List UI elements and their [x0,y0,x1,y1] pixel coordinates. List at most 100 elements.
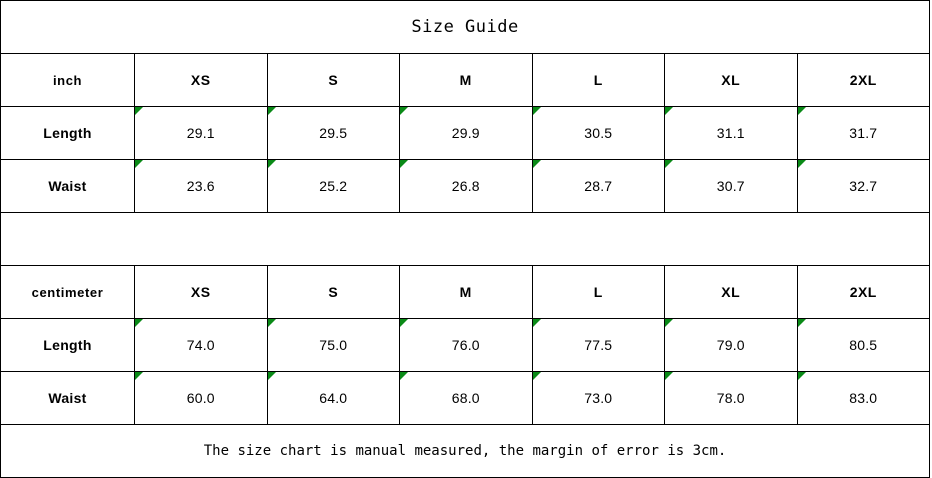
cell-flag-icon [797,319,806,327]
cell-cm-waist-xl: 78.0 [664,371,798,425]
cell-flag-icon [532,160,541,168]
table-row: Length 74.0 75.0 76.0 77.5 79.0 80.5 [0,318,931,372]
row-label-length-cm: Length [0,318,135,372]
inch-header-row: inch XS S M L XL 2XL [0,53,931,107]
cell-inch-length-xl: 31.1 [664,106,798,160]
cell-value: 30.5 [584,125,613,141]
cell-value: 79.0 [716,337,745,353]
cell-cm-length-2xl: 80.5 [796,318,931,372]
cell-inch-waist-xs: 23.6 [134,159,268,213]
cell-value: 76.0 [451,337,480,353]
cell-inch-length-2xl: 31.7 [796,106,931,160]
size-header-m: M [399,53,533,107]
size-header-xl: XL [664,53,798,107]
cell-flag-icon [135,319,143,327]
row-label-length-inch: Length [0,106,135,160]
size-header-s: S [266,53,400,107]
cell-value: 31.7 [849,125,878,141]
cell-flag-icon [665,160,673,168]
size-header-cm-2xl: 2XL [796,265,931,319]
page-title: Size Guide [0,0,931,54]
cell-value: 73.0 [584,390,613,406]
cell-value: 28.7 [584,178,613,194]
cell-cm-waist-m: 68.0 [399,371,533,425]
table-row: Waist 60.0 64.0 68.0 73.0 78.0 83.0 [0,371,931,425]
size-header-xs: XS [134,53,268,107]
size-header-cm-xl: XL [664,265,798,319]
cell-flag-icon [665,372,673,380]
cell-value: 77.5 [584,337,613,353]
title-row: Size Guide [0,0,931,54]
cell-value: 29.1 [186,125,215,141]
cell-flag-icon [797,160,806,168]
cell-value: 32.7 [849,178,878,194]
cell-cm-length-l: 77.5 [531,318,665,372]
unit-label-inch: inch [0,53,135,107]
cell-value: 64.0 [319,390,348,406]
cell-flag-icon [400,107,408,115]
cell-flag-icon [267,319,276,327]
cell-flag-icon [665,319,673,327]
cell-cm-length-s: 75.0 [266,318,400,372]
size-header-cm-s: S [266,265,400,319]
cell-cm-length-xs: 74.0 [134,318,268,372]
unit-label-centimeter: centimeter [0,265,135,319]
cell-inch-waist-2xl: 32.7 [796,159,931,213]
cell-cm-length-m: 76.0 [399,318,533,372]
table-spacer [0,212,931,266]
cell-value: 78.0 [716,390,745,406]
cell-inch-waist-s: 25.2 [266,159,400,213]
table-row: Waist 23.6 25.2 26.8 28.7 30.7 32.7 [0,159,931,213]
cell-inch-waist-l: 28.7 [531,159,665,213]
cell-value: 29.9 [451,125,480,141]
cell-flag-icon [400,319,408,327]
cell-inch-length-m: 29.9 [399,106,533,160]
cell-flag-icon [532,107,541,115]
cell-cm-waist-s: 64.0 [266,371,400,425]
cell-cm-waist-2xl: 83.0 [796,371,931,425]
cell-flag-icon [532,319,541,327]
cell-flag-icon [665,107,673,115]
cell-flag-icon [267,160,276,168]
cell-flag-icon [267,372,276,380]
table-spacer-row [0,212,931,266]
cell-flag-icon [135,160,143,168]
cell-value: 29.5 [319,125,348,141]
measurement-disclaimer: The size chart is manual measured, the m… [0,424,931,478]
cell-inch-length-l: 30.5 [531,106,665,160]
cell-value: 80.5 [849,337,878,353]
cell-flag-icon [532,372,541,380]
cell-cm-waist-xs: 60.0 [134,371,268,425]
cell-inch-waist-xl: 30.7 [664,159,798,213]
cell-value: 83.0 [849,390,878,406]
cell-cm-waist-l: 73.0 [531,371,665,425]
cell-value: 30.7 [716,178,745,194]
cell-value: 75.0 [319,337,348,353]
cell-value: 60.0 [186,390,215,406]
cell-flag-icon [797,107,806,115]
size-header-cm-m: M [399,265,533,319]
cell-value: 23.6 [186,178,215,194]
size-header-cm-l: L [531,265,665,319]
size-header-2xl: 2XL [796,53,931,107]
cell-inch-length-xs: 29.1 [134,106,268,160]
cell-flag-icon [400,372,408,380]
cell-flag-icon [797,372,806,380]
cell-flag-icon [135,372,143,380]
cell-value: 68.0 [451,390,480,406]
cell-inch-waist-m: 26.8 [399,159,533,213]
cell-value: 31.1 [716,125,745,141]
cell-flag-icon [400,160,408,168]
cell-value: 26.8 [451,178,480,194]
cell-flag-icon [267,107,276,115]
row-label-waist-cm: Waist [0,371,135,425]
cell-value: 74.0 [186,337,215,353]
footer-row: The size chart is manual measured, the m… [0,424,931,478]
table-row: Length 29.1 29.5 29.9 30.5 31.1 31.7 [0,106,931,160]
centimeter-header-row: centimeter XS S M L XL 2XL [0,265,931,319]
size-header-cm-xs: XS [134,265,268,319]
cell-flag-icon [135,107,143,115]
cell-inch-length-s: 29.5 [266,106,400,160]
